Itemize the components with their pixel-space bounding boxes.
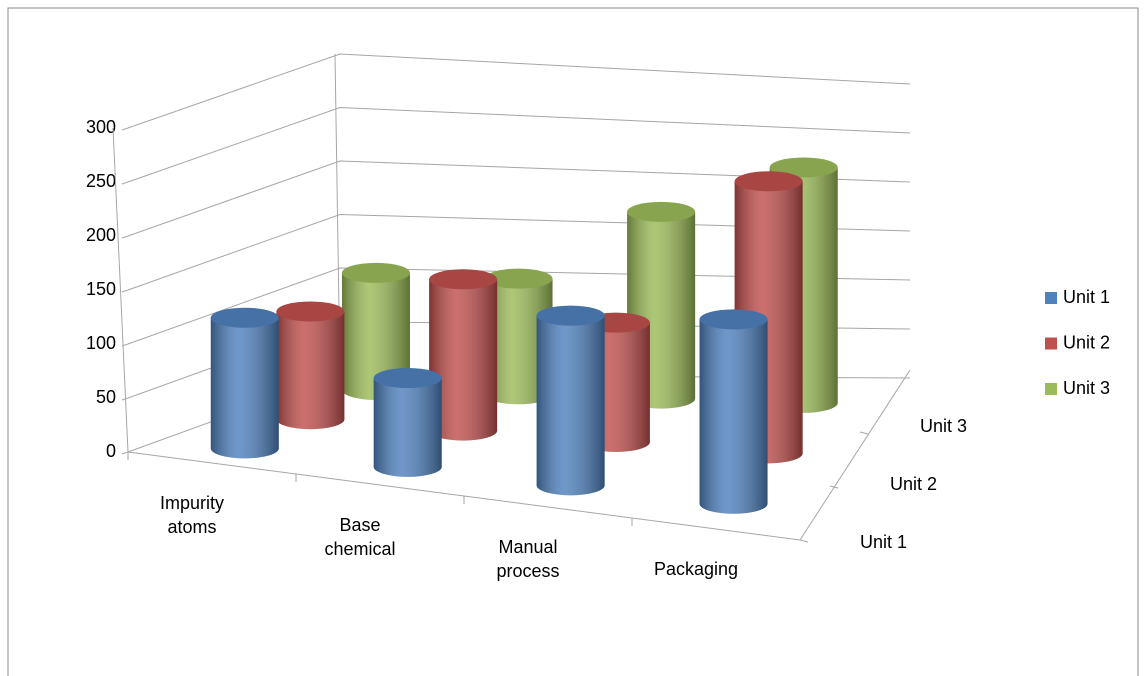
cylinder-top-shade: [769, 157, 838, 178]
cylinder-shade: [373, 378, 442, 467]
cylinder-top: [341, 262, 410, 283]
y-tick-label: 150: [86, 279, 116, 299]
cylinder-shade: [276, 311, 345, 420]
depth-tick: [859, 431, 869, 435]
legend-swatch: [1045, 337, 1057, 350]
cylinder-top-shade: [734, 171, 803, 192]
cylinder-top-shade: [429, 269, 498, 290]
cylinder-top-shade: [341, 262, 410, 283]
cylinder-top-shade: [276, 301, 345, 322]
depth-label: Unit 3: [920, 416, 967, 436]
cylinder-shade: [699, 319, 768, 504]
depth-label: Unit 1: [860, 532, 907, 552]
y-tick-label: 0: [106, 441, 116, 461]
cylinder-top: [373, 368, 442, 389]
y-tick: [121, 397, 129, 401]
y-tick: [121, 181, 129, 185]
y-tick-label: 200: [86, 225, 116, 245]
x-tick-label: Manual process: [496, 537, 560, 581]
depth-label: Unit 2: [890, 474, 937, 494]
cylinder-top-shade: [210, 307, 279, 328]
y-tick: [121, 127, 129, 131]
cylinder-top: [536, 305, 605, 326]
cylinder-top: [627, 201, 696, 222]
depth-tick: [799, 539, 809, 543]
cylinder-shade: [536, 315, 605, 486]
y-tick-label: 300: [86, 117, 116, 137]
cylinder-top: [734, 171, 803, 192]
legend-label: Unit 3: [1063, 378, 1110, 398]
cylinder-top: [276, 301, 345, 322]
frame: [7, 7, 1139, 676]
cylinder-top: [484, 268, 553, 289]
y-tick-label: 50: [96, 387, 116, 407]
y-tick: [121, 289, 129, 293]
grid-line: [127, 213, 911, 291]
cylinder-top: [699, 309, 768, 330]
cylinder-shade: [210, 317, 279, 449]
legend-swatch: [1045, 292, 1057, 304]
y-tick: [121, 451, 129, 455]
cylinder-top-shade: [699, 309, 768, 330]
cylinder-top-shade: [484, 268, 553, 289]
legend-label: Unit 2: [1063, 332, 1110, 352]
grid-line: [127, 106, 911, 183]
cylinder-top-shade: [627, 201, 696, 222]
y-tick: [121, 235, 129, 239]
cylinder-top-shade: [373, 368, 442, 389]
x-tick-label: Packaging: [653, 559, 739, 579]
grid-line: [127, 53, 911, 129]
y-tick-label: 100: [86, 333, 116, 353]
cylinder-top-shade: [536, 305, 605, 326]
cylinder-top: [210, 307, 279, 328]
x-tick-label: Impurity atoms: [159, 493, 224, 537]
y-axis: [112, 127, 129, 453]
legend-label: Unit 1: [1063, 287, 1110, 307]
grid-line: [127, 267, 911, 345]
depth-tick: [829, 485, 839, 489]
cylinder-top: [429, 269, 498, 290]
legend-swatch: [1045, 383, 1057, 395]
x-tick-label: Base chemical: [324, 515, 396, 559]
y-tick-label: 250: [86, 171, 116, 191]
cylinder-top: [769, 157, 838, 178]
grid-line: [127, 160, 911, 237]
